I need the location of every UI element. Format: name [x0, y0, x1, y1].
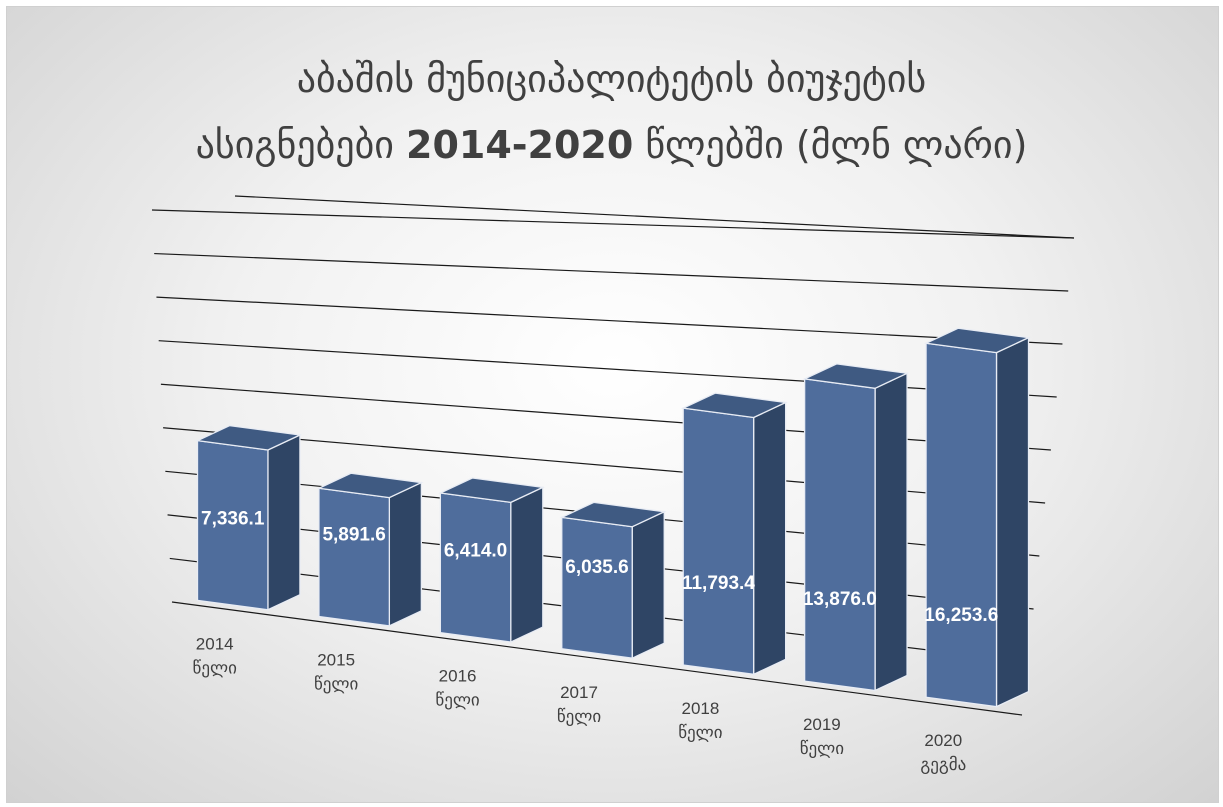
- category-labels: 2014 წელი 2015 წელი 2016 წელი 2017 წელი 2018 წელი…: [193, 634, 967, 775]
- data-label: 13,876.0: [803, 589, 877, 610]
- category-label-year: 2016: [439, 667, 477, 686]
- data-label: 16,253.6: [924, 605, 998, 626]
- category-label-type: წელი: [557, 707, 601, 727]
- category-label-type: წელი: [678, 723, 722, 743]
- chart-title-rest: წლებში (მლნ ლარი): [633, 123, 1028, 167]
- data-labels: 7,336.1 5,891.6 6,414.0 6,035.6 11,793.4 13,8…: [201, 508, 998, 626]
- chart-title-years: 2014-2020: [406, 123, 634, 167]
- category-label-year: 2019: [803, 715, 841, 734]
- data-label: 5,891.6: [322, 525, 385, 546]
- category-label-type: წელი: [800, 739, 844, 759]
- data-label: 6,035.6: [565, 557, 628, 578]
- gridline: [154, 252, 1069, 292]
- bars: [195, 327, 1031, 708]
- gridline: [234, 195, 1075, 239]
- bar: [438, 477, 546, 644]
- data-label: 11,793.4: [682, 573, 755, 594]
- bar: [559, 501, 667, 660]
- chart-title-line-1: აბაშის მუნიციპალიტეტის ბიუჯეტის: [296, 57, 927, 101]
- bar: [802, 363, 910, 692]
- data-label: 7,336.1: [201, 508, 265, 529]
- gridline: [158, 340, 1057, 398]
- data-label: 6,414.0: [444, 541, 507, 562]
- category-label-type: გეგმა: [920, 755, 966, 775]
- category-label-year: 2018: [682, 699, 720, 718]
- chart-title-line-2: ასიგნებები 2014-2020 წლებში (მლნ ლარი): [0, 122, 1223, 168]
- gridline: [171, 601, 1023, 716]
- category-label-year: 2014: [196, 634, 234, 653]
- category-label-year: 2020: [924, 731, 962, 750]
- gridline: [151, 209, 1075, 239]
- bar: [923, 327, 1031, 708]
- category-label-type: წელი: [435, 691, 479, 711]
- bar: [195, 424, 303, 611]
- category-label-year: 2017: [560, 683, 598, 702]
- chart-title-text: ასიგნებები: [195, 123, 406, 167]
- gridline: [156, 296, 1063, 345]
- category-label-type: წელი: [314, 675, 358, 695]
- category-label-type: წელი: [193, 658, 237, 678]
- category-label-year: 2015: [317, 651, 355, 670]
- bar: [680, 392, 788, 676]
- bar: [316, 472, 424, 627]
